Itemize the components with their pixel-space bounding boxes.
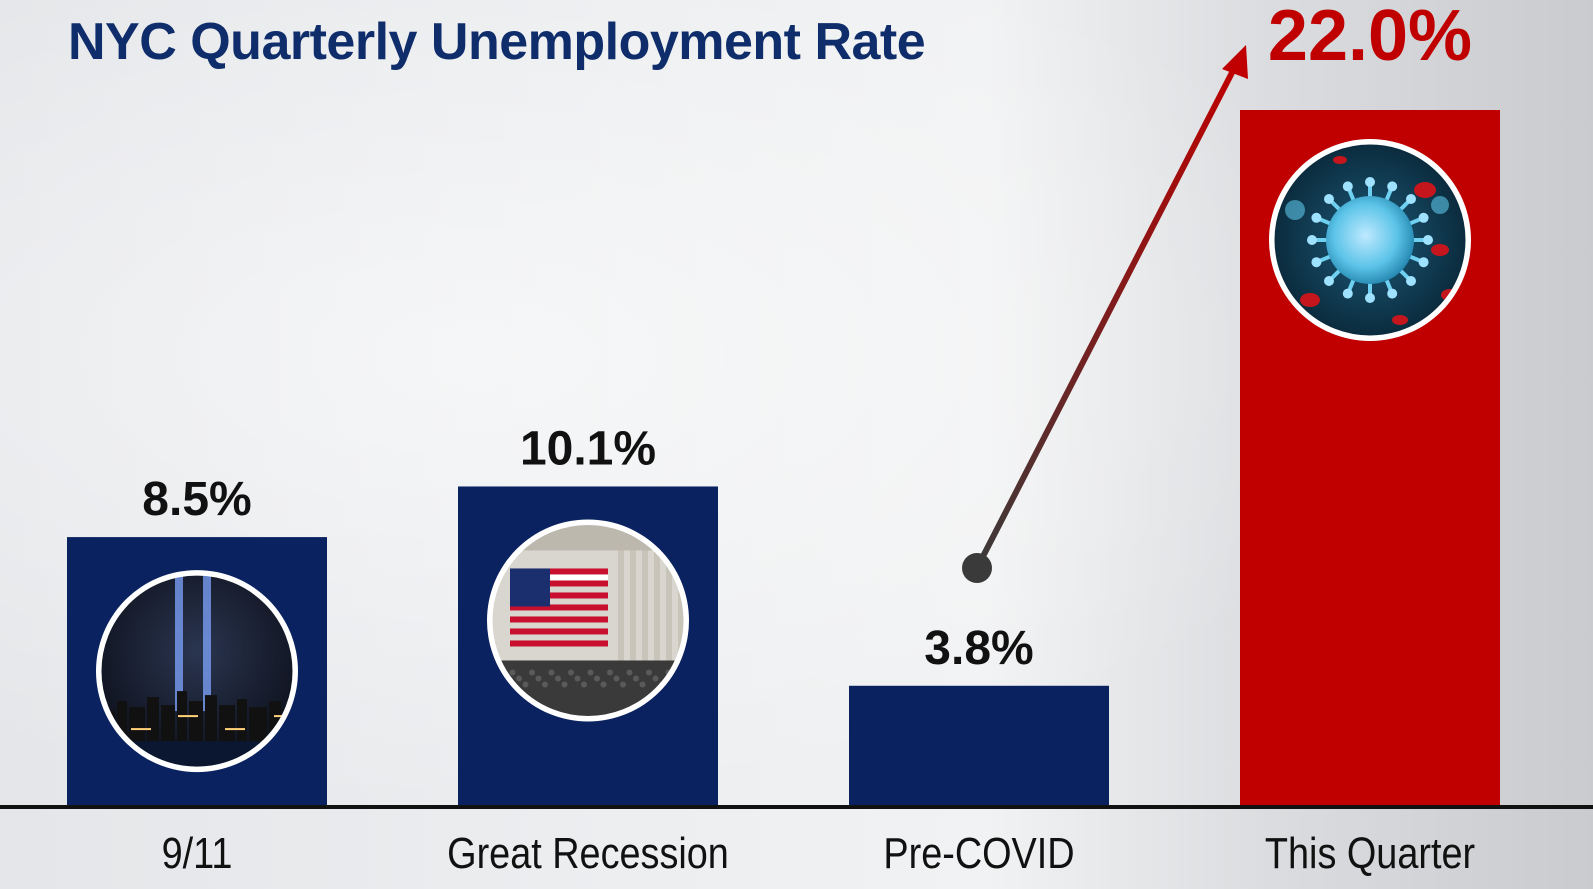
- chart-title: NYC Quarterly Unemployment Rate: [68, 13, 926, 71]
- x-tick-label: Pre-COVID: [883, 828, 1074, 877]
- coronavirus-icon: [1269, 139, 1471, 341]
- data-label: 22.0%: [1268, 0, 1472, 76]
- data-label: 10.1%: [520, 422, 656, 475]
- x-tick-label: 9/11: [162, 828, 233, 877]
- x-tick-label: Great Recession: [447, 828, 729, 877]
- x-tick-label: This Quarter: [1265, 828, 1475, 877]
- trend-arrow: [962, 45, 1248, 583]
- stock-exchange-flag-icon: [487, 519, 689, 722]
- arrow-shaft: [974, 58, 1241, 571]
- tribute-in-light-icon: [96, 570, 298, 773]
- arrow-head: [1222, 45, 1248, 79]
- data-label: 8.5%: [142, 473, 251, 526]
- arrow-start-dot: [962, 553, 992, 583]
- bar-pre-covid: [849, 685, 1109, 806]
- data-label: 3.8%: [924, 622, 1033, 675]
